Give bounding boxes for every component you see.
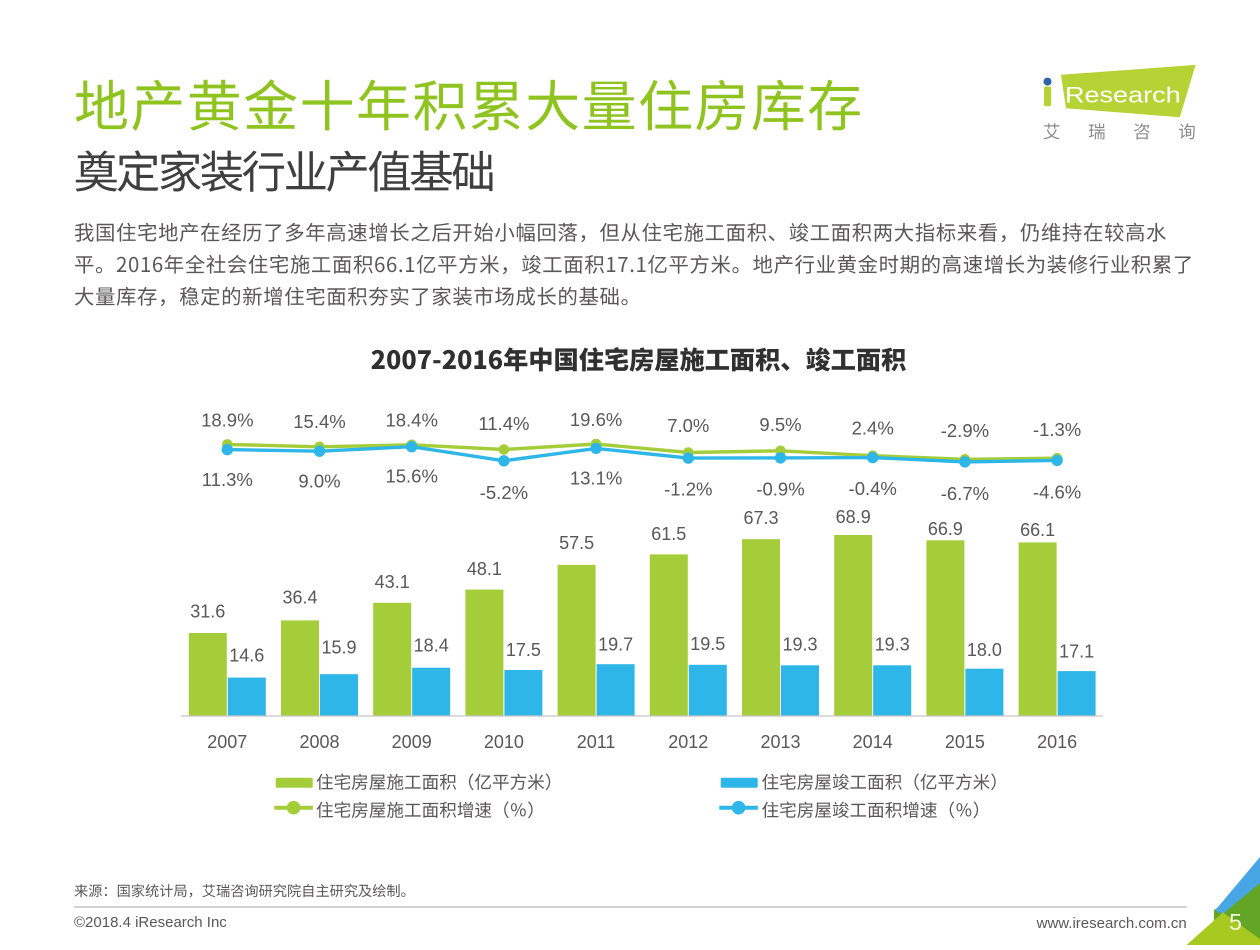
svg-text:19.7: 19.7 [598, 635, 633, 655]
svg-text:2007: 2007 [207, 732, 247, 752]
svg-text:-1.2%: -1.2% [664, 479, 712, 500]
svg-text:18.9%: 18.9% [201, 409, 253, 430]
svg-text:66.1: 66.1 [1020, 520, 1055, 540]
svg-text:-1.3%: -1.3% [1033, 419, 1081, 440]
svg-text:2013: 2013 [760, 732, 800, 752]
svg-text:2.4%: 2.4% [852, 417, 894, 438]
svg-text:2009: 2009 [392, 732, 432, 752]
svg-text:19.6%: 19.6% [570, 409, 622, 430]
svg-text:15.6%: 15.6% [385, 466, 437, 487]
svg-text:-0.9%: -0.9% [756, 479, 804, 500]
svg-text:-6.7%: -6.7% [941, 483, 989, 504]
svg-text:13.1%: 13.1% [570, 468, 622, 489]
svg-text:19.3: 19.3 [875, 634, 910, 654]
svg-text:7.0%: 7.0% [667, 415, 709, 436]
svg-text:9.5%: 9.5% [759, 414, 801, 435]
svg-text:17.5: 17.5 [506, 640, 541, 660]
svg-text:Research: Research [1065, 84, 1181, 108]
svg-text:18.4: 18.4 [414, 636, 449, 656]
svg-text:11.4%: 11.4% [478, 413, 529, 434]
svg-text:67.3: 67.3 [743, 508, 778, 528]
svg-text:2011: 2011 [577, 732, 616, 752]
svg-text:17.1: 17.1 [1059, 641, 1094, 661]
svg-text:-2.9%: -2.9% [941, 420, 989, 441]
svg-text:18.0: 18.0 [967, 640, 1002, 660]
svg-text:-5.2%: -5.2% [480, 482, 528, 503]
svg-text:43.1: 43.1 [375, 572, 410, 592]
svg-text:31.6: 31.6 [190, 602, 225, 622]
svg-text:19.5: 19.5 [690, 634, 725, 654]
svg-text:2012: 2012 [668, 732, 708, 752]
svg-text:www.iresearch.com.cn: www.iresearch.com.cn [1036, 915, 1187, 932]
svg-text:2010: 2010 [484, 732, 524, 752]
svg-text:2015: 2015 [945, 732, 985, 752]
svg-text:-4.6%: -4.6% [1033, 481, 1081, 502]
svg-text:©2018.4 iResearch Inc: ©2018.4 iResearch Inc [74, 914, 227, 931]
svg-text:2014: 2014 [853, 732, 893, 752]
svg-text:19.3: 19.3 [782, 634, 817, 654]
svg-text:68.9: 68.9 [836, 507, 871, 527]
svg-text:15.4%: 15.4% [293, 411, 345, 432]
svg-text:5: 5 [1229, 909, 1242, 935]
svg-text:14.6: 14.6 [229, 646, 264, 666]
svg-text:57.5: 57.5 [559, 533, 594, 553]
svg-text:36.4: 36.4 [282, 588, 317, 608]
svg-text:66.9: 66.9 [928, 519, 963, 539]
svg-text:48.1: 48.1 [467, 559, 502, 579]
svg-text:61.5: 61.5 [651, 524, 686, 544]
svg-text:11.3%: 11.3% [202, 469, 253, 490]
svg-text:2016: 2016 [1037, 732, 1077, 752]
svg-text:2008: 2008 [299, 732, 339, 752]
svg-text:15.9: 15.9 [321, 638, 356, 658]
svg-text:18.4%: 18.4% [385, 410, 437, 431]
svg-text:9.0%: 9.0% [298, 471, 340, 492]
svg-text:-0.4%: -0.4% [849, 478, 897, 499]
